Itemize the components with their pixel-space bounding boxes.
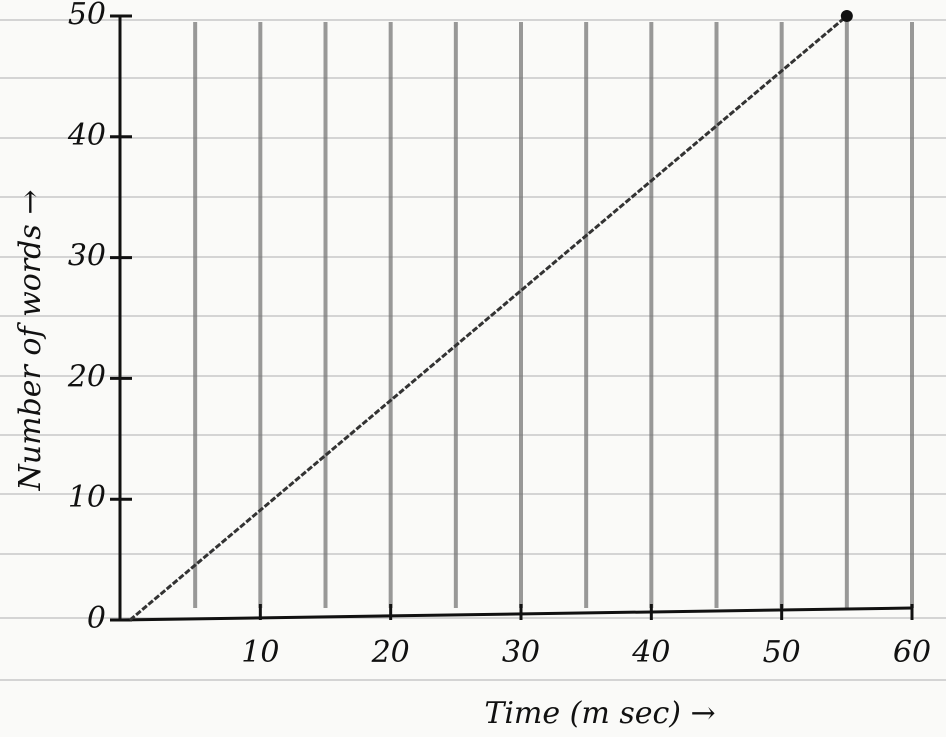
x-tick-label: 10 [241, 635, 279, 670]
x-tick-label: 50 [763, 635, 801, 670]
end-point [840, 10, 853, 22]
x-axis-label: Time (m sec) → [484, 696, 715, 731]
y-axis-label: Number of words → [13, 190, 48, 492]
x-tick-label: 60 [893, 635, 931, 670]
ruled-paper [0, 19, 946, 681]
y-tick-label: 50 [68, 0, 106, 32]
x-tick-label: 30 [502, 635, 540, 670]
y-tick-label: 40 [67, 118, 106, 153]
x-tick-label: 40 [631, 635, 670, 670]
y-tick-label: 0 [87, 601, 106, 636]
data-line [129, 14, 848, 622]
y-tick-label: 30 [68, 239, 106, 274]
x-tick-label: 20 [371, 635, 410, 670]
x-axis [119, 606, 913, 622]
y-tick-label: 10 [68, 480, 106, 515]
y-tick-label: 20 [67, 359, 106, 394]
